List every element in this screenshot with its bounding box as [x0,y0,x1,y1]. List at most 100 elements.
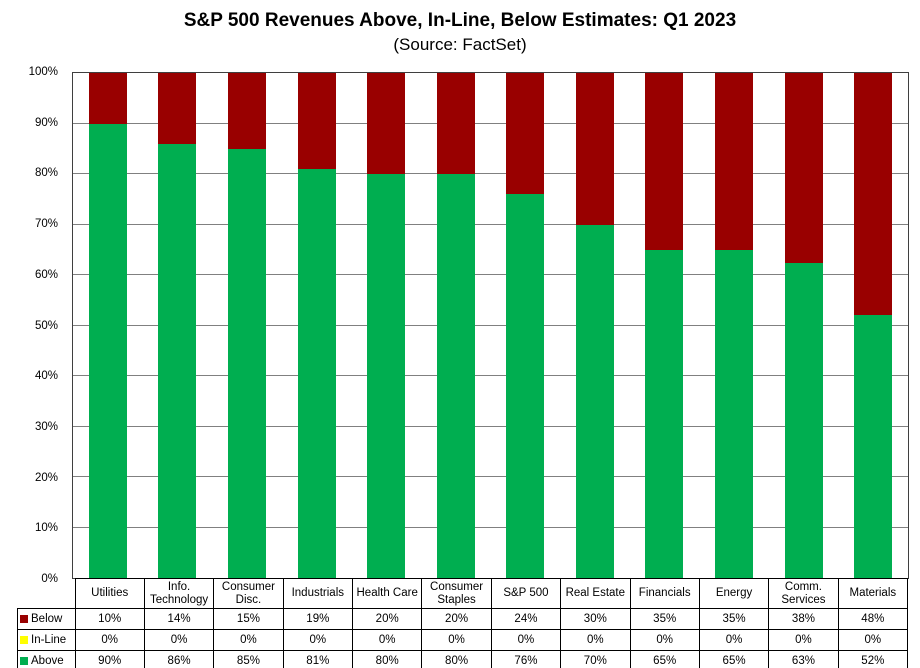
bar-slot-10 [769,73,839,578]
category-header: Consumer Staples [421,578,492,609]
segment-above [575,224,614,578]
bar-industrials [297,73,336,578]
table-row-above: Above 90% 86% 85% 81% 80% 80% 76% 70% 65% 65% 63% 52… [17,650,909,668]
segment-above [367,174,406,578]
value-cell: 20% [421,608,492,630]
plot-area [72,72,909,579]
bar-slot-6 [490,73,560,578]
segment-below [436,73,475,174]
bar-slot-5 [421,73,491,578]
category-header: Health Care [351,578,423,609]
value-cell: 0% [213,629,284,651]
segment-below [854,73,893,316]
category-header: Financials [629,578,700,609]
segment-above [227,148,266,578]
legend-swatch-above-icon [20,657,28,665]
value-cell: 20% [351,608,423,630]
bar-slot-3 [282,73,352,578]
bar-comm-services [784,73,823,578]
segment-below [367,73,406,174]
bar-info-technology [158,73,197,578]
y-tick-label: 50% [34,319,58,332]
value-cell: 0% [74,629,145,651]
segment-below [227,73,266,149]
bar-slot-8 [630,73,700,578]
y-tick-label: 80% [34,167,58,180]
legend-cell-above: Above [17,650,76,668]
segment-above [854,315,893,578]
value-cell: 80% [421,650,492,668]
segment-above [645,249,684,578]
value-cell: 65% [698,650,770,668]
gridline-90 [73,122,908,124]
y-tick-label: 100% [28,66,58,78]
value-cell: 35% [698,608,770,630]
value-cell: 0% [143,629,215,651]
bar-s-p-500 [506,73,545,578]
gridline-70 [73,223,908,225]
value-cell: 80% [351,650,423,668]
value-cell: 70% [560,650,631,668]
value-cell: 65% [629,650,700,668]
value-cell: 15% [213,608,284,630]
value-cell: 63% [768,650,839,668]
y-tick-label: 30% [34,420,58,433]
segment-above [436,174,475,578]
category-header: Materials [837,578,909,609]
value-cell: 35% [629,608,700,630]
category-header: Industrials [282,578,354,609]
value-cell: 14% [143,608,215,630]
y-axis: 0% 10% 20% 30% 40% 50% 60% 70% 80% 90% 100% [0,66,62,585]
value-cell: 0% [282,629,354,651]
category-header: Real Estate [560,578,631,609]
bar-energy [714,73,753,578]
table-row-below: Below 10% 14% 15% 19% 20% 20% 24% 30% 35% 35% 38% 48… [17,608,909,630]
value-cell: 86% [143,650,215,668]
value-cell: 0% [560,629,631,651]
value-cell: 0% [351,629,423,651]
segment-above [158,143,197,578]
value-cell: 24% [490,608,562,630]
y-tick-label: 70% [34,218,58,231]
segment-above [784,263,823,578]
value-cell: 0% [837,629,909,651]
gridline-50 [73,324,908,326]
segment-above [506,194,545,578]
gridline-10 [73,526,908,528]
category-header: Energy [698,578,770,609]
value-cell: 85% [213,650,284,668]
segment-above [88,123,127,578]
y-tick-label: 10% [34,522,58,535]
bar-consumer-staples [436,73,475,578]
y-tick-label: 0% [41,573,58,585]
value-cell: 52% [837,650,909,668]
y-tick-label: 90% [34,116,58,129]
bar-series [73,73,908,578]
segment-below [645,73,684,250]
value-cell: 30% [560,608,631,630]
value-cell: 0% [490,629,562,651]
value-cell: 10% [74,608,145,630]
segment-above [297,168,336,578]
bar-consumer-disc- [227,73,266,578]
value-cell: 76% [490,650,562,668]
table-row-in-line: In-Line 0% 0% 0% 0% 0% 0% 0% 0% 0% 0% 0% 0% [17,629,909,651]
segment-below [575,73,614,225]
segment-above [714,249,753,578]
y-tick-label: 40% [34,370,58,383]
gridline-60 [73,274,908,275]
table-corner-cell [18,579,76,609]
legend-swatch-in-line-icon [20,636,28,644]
value-cell: 48% [837,608,909,630]
legend-swatch-below-icon [20,615,28,623]
bar-slot-2 [212,73,282,578]
chart-subtitle: (Source: FactSet) [393,35,527,54]
segment-below [506,73,545,195]
value-cell: 0% [421,629,492,651]
gridline-30 [73,425,908,427]
category-header: Consumer Disc. [213,578,284,609]
bar-financials [645,73,684,578]
bar-slot-11 [838,73,908,578]
category-header: Utilities [74,578,145,609]
